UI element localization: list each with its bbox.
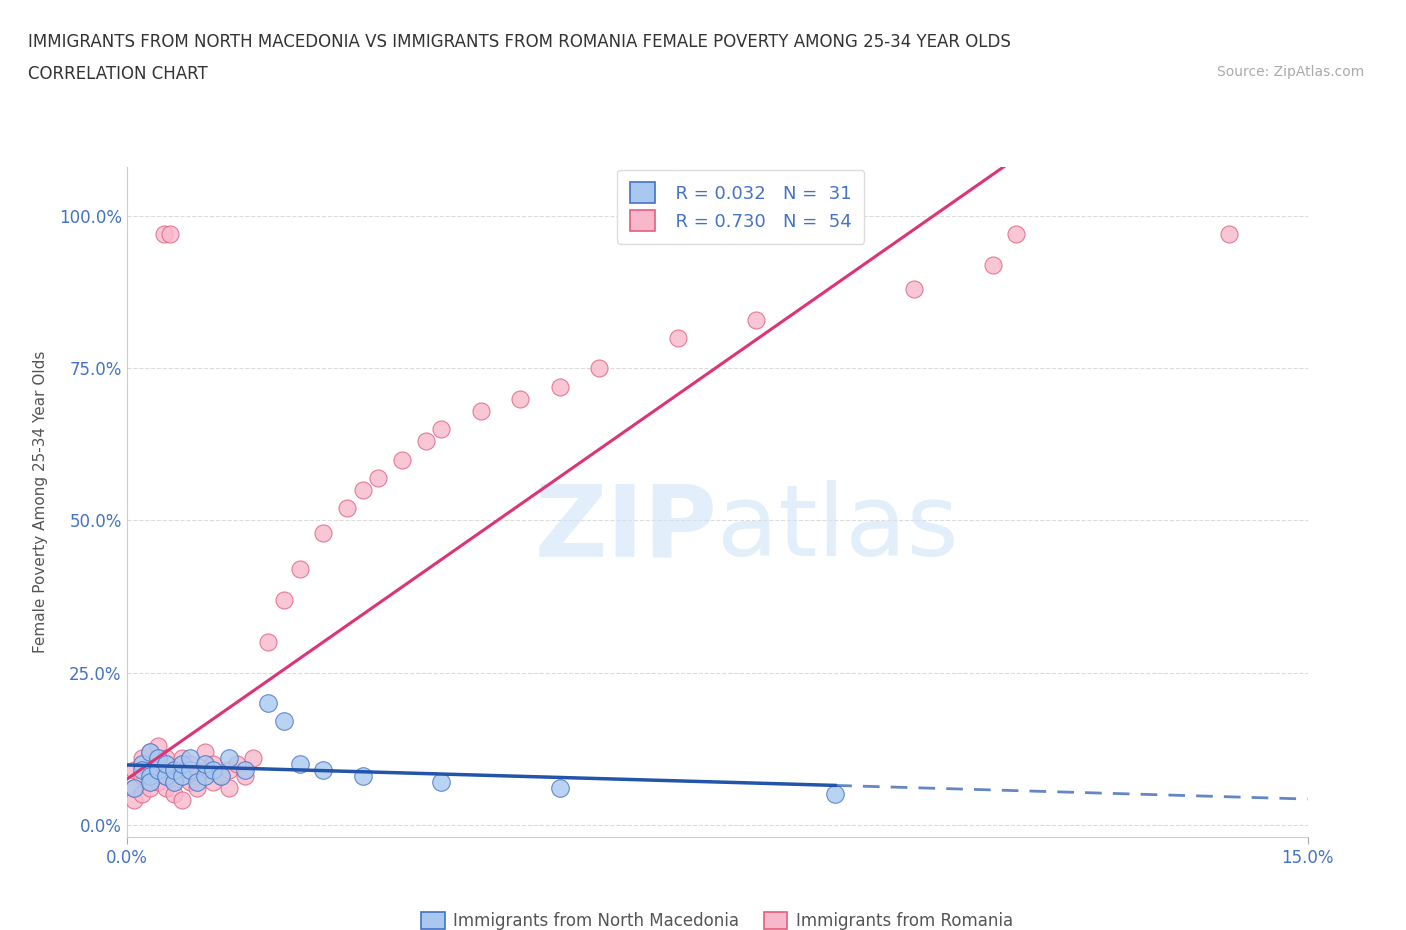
Point [1218,227,1240,242]
Point [666,330,689,345]
Point [179,775,201,790]
Point [146,775,169,790]
Point [163,775,186,790]
Point [131,756,153,771]
Point [170,751,193,765]
Point [1005,227,1028,242]
Point [146,763,169,777]
Point [273,714,295,729]
Point [194,756,217,771]
Point [257,635,280,650]
Point [352,483,374,498]
Point [288,756,311,771]
Point [186,769,208,784]
Point [146,738,169,753]
Point [288,562,311,577]
Point [139,744,162,759]
Point [312,525,335,540]
Point [153,227,176,242]
Point [352,769,374,784]
Point [179,756,201,771]
Text: IMMIGRANTS FROM NORTH MACEDONIA VS IMMIGRANTS FROM ROMANIA FEMALE POVERTY AMONG : IMMIGRANTS FROM NORTH MACEDONIA VS IMMIG… [28,33,1011,50]
Point [509,392,531,406]
Point [588,361,610,376]
Point [139,775,162,790]
Point [312,763,335,777]
Point [186,775,208,790]
Point [202,763,225,777]
Point [159,227,181,242]
Point [124,781,146,796]
Point [202,756,225,771]
Point [163,787,186,802]
Point [194,744,217,759]
Point [336,501,359,516]
Point [981,258,1004,272]
Point [415,434,437,449]
Legend: Immigrants from North Macedonia, Immigrants from Romania: Immigrants from North Macedonia, Immigra… [415,906,1019,930]
Point [824,787,846,802]
Text: Source: ZipAtlas.com: Source: ZipAtlas.com [1216,65,1364,79]
Point [470,404,492,418]
Point [146,756,169,771]
Point [367,471,389,485]
Point [139,781,162,796]
Point [194,769,217,784]
Point [233,763,256,777]
Text: CORRELATION CHART: CORRELATION CHART [28,65,208,83]
Point [548,781,571,796]
Point [903,282,925,297]
Point [242,751,264,765]
Point [430,421,453,436]
Point [155,781,177,796]
Text: ZIP: ZIP [534,481,717,578]
Point [218,763,240,777]
Point [170,756,193,771]
Point [209,769,232,784]
Point [273,592,295,607]
Point [131,763,153,777]
Point [131,769,153,784]
Y-axis label: Female Poverty Among 25-34 Year Olds: Female Poverty Among 25-34 Year Olds [32,351,48,654]
Point [745,312,768,327]
Point [124,793,146,808]
Point [218,781,240,796]
Point [139,744,162,759]
Point [139,763,162,777]
Point [163,763,186,777]
Point [430,775,453,790]
Point [155,756,177,771]
Point [170,769,193,784]
Point [163,775,186,790]
Point [233,769,256,784]
Point [155,769,177,784]
Point [155,751,177,765]
Point [131,787,153,802]
Point [124,781,146,796]
Point [194,763,217,777]
Point [257,696,280,711]
Point [155,769,177,784]
Point [146,751,169,765]
Point [548,379,571,394]
Text: atlas: atlas [717,481,959,578]
Point [391,452,413,467]
Point [225,756,247,771]
Point [218,751,240,765]
Point [209,769,232,784]
Point [170,793,193,808]
Point [163,763,186,777]
Point [179,751,201,765]
Point [179,763,201,777]
Point [170,769,193,784]
Point [131,751,153,765]
Point [139,769,162,784]
Point [124,763,146,777]
Point [202,775,225,790]
Point [186,781,208,796]
